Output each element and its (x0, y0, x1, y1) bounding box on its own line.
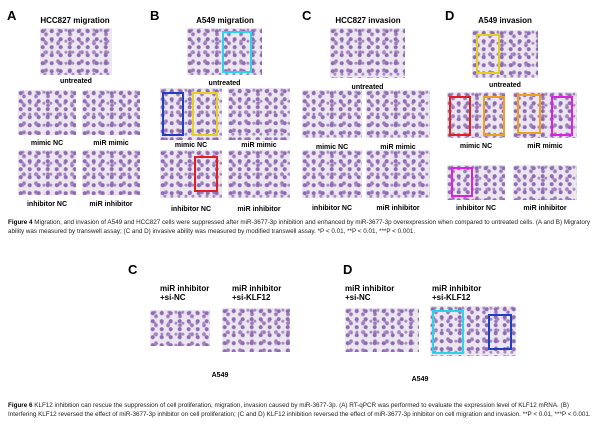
micrograph (330, 28, 405, 78)
micrograph (160, 150, 222, 198)
micrograph (40, 28, 112, 75)
micrograph (18, 90, 76, 135)
panel-letter: C (128, 262, 138, 277)
image-label: inhibitor NC (455, 205, 497, 212)
image-label: untreated (60, 78, 92, 85)
panel-letter: C (302, 8, 312, 23)
image-label: miR inhibitor (523, 205, 567, 212)
image-label: miR inhibitor (432, 284, 482, 293)
highlight-box (432, 310, 464, 354)
highlight-box (449, 96, 471, 136)
image-label: +si-NC (345, 293, 371, 302)
highlight-box (517, 94, 541, 134)
micrograph (228, 88, 290, 140)
highlight-box (483, 96, 505, 136)
image-label: miR mimic (380, 144, 416, 151)
image-label: inhibitor NC (311, 205, 353, 212)
image-label: miR inhibitor (237, 206, 281, 213)
image-label: miR inhibitor (160, 284, 210, 293)
image-label: +si-KLF12 (232, 293, 271, 302)
panel-letter: D (343, 262, 353, 277)
micrograph (222, 308, 290, 352)
image-label: inhibitor NC (26, 201, 68, 208)
image-label: mimic NC (315, 144, 349, 151)
image-label: miR mimic (241, 142, 277, 149)
caption: Figure 6 KLF12 inhibition can rescue the… (8, 401, 591, 419)
panel-title: A549 migration (196, 16, 254, 25)
micrograph (82, 90, 140, 135)
cell-line-label: A549 (411, 376, 429, 383)
image-label: miR inhibitor (89, 201, 133, 208)
cell-line-label: A549 (211, 372, 229, 379)
micrograph (366, 150, 430, 198)
micrograph (150, 310, 210, 346)
image-label: mimic NC (30, 140, 64, 147)
micrograph (472, 30, 538, 78)
panel-title: HCC827 migration (40, 16, 110, 25)
micrograph (302, 150, 362, 198)
micrograph (18, 150, 76, 195)
image-label: untreated (351, 84, 384, 91)
image-label: mimic NC (174, 142, 208, 149)
micrograph (513, 165, 577, 200)
image-label: inhibitor NC (170, 206, 212, 213)
image-label: untreated (208, 80, 241, 87)
micrograph (366, 90, 430, 138)
caption-label: Figure 6 (8, 402, 33, 409)
image-label: miR inhibitor (345, 284, 395, 293)
image-label: +si-NC (160, 293, 186, 302)
image-label: mimic NC (459, 143, 493, 150)
caption-text: Migration, and invasion of A549 and HCC8… (8, 219, 591, 235)
highlight-box (192, 92, 218, 136)
micrograph (160, 88, 222, 140)
highlight-box (451, 167, 473, 197)
image-label: untreated (489, 82, 521, 89)
caption: Figure 4 Migration, and invasion of A549… (8, 218, 591, 236)
micrograph (187, 28, 262, 75)
panel-letter: B (150, 8, 160, 23)
panel-title: HCC827 invasion (335, 16, 401, 25)
micrograph (82, 150, 140, 195)
micrograph (345, 308, 419, 352)
micrograph (430, 306, 516, 356)
caption-label: Figure 4 (8, 219, 33, 226)
panel-title: A549 invasion (478, 16, 532, 25)
highlight-box (488, 314, 512, 350)
image-label: miR mimic (527, 143, 563, 150)
micrograph (447, 165, 505, 200)
panel-letter: A (7, 8, 17, 23)
image-label: miR inhibitor (232, 284, 282, 293)
caption-text: KLF12 inhibition can rescue the suppress… (8, 402, 591, 418)
highlight-box (551, 96, 573, 136)
image-label: +si-KLF12 (432, 293, 471, 302)
micrograph (302, 90, 362, 138)
highlight-box (476, 34, 500, 74)
image-label: miR mimic (93, 140, 129, 147)
highlight-box (162, 92, 184, 136)
highlight-box (222, 31, 252, 73)
micrograph (513, 92, 577, 138)
micrograph (228, 150, 290, 198)
panel-letter: D (445, 8, 455, 23)
highlight-box (194, 156, 218, 192)
image-label: miR inhibitor (376, 205, 420, 212)
micrograph (447, 92, 505, 138)
